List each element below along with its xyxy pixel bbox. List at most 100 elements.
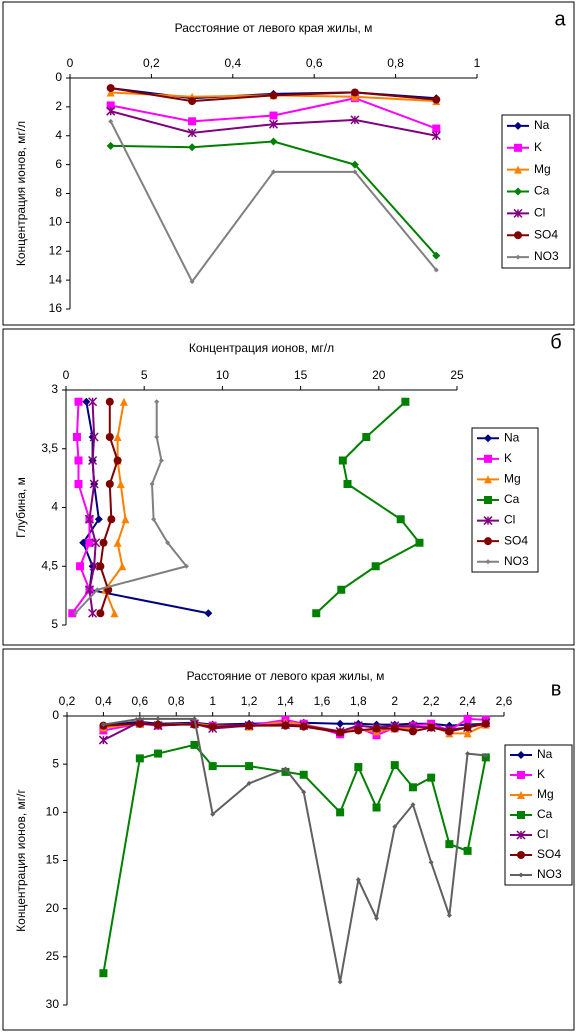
marker [208,722,217,731]
marker [110,609,119,618]
marker [283,766,288,772]
x-tick-label: 0,2 [143,56,160,70]
legend-label: Na [504,430,520,444]
marker [517,751,525,759]
marker [408,783,417,792]
marker [84,514,94,524]
y-tick-label: 3,5 [41,441,58,455]
y-tick-label: 2 [55,99,62,113]
marker [74,480,83,488]
x-tick-label: 0,4 [95,694,112,708]
marker [118,562,127,571]
marker [113,433,122,441]
marker [517,811,525,819]
marker [96,562,105,571]
x-tick-label: 1,6 [314,694,331,708]
marker [432,124,441,133]
marker [515,254,521,260]
marker [94,515,103,524]
marker [190,740,199,749]
marker [183,563,189,569]
y-axis-title: Концентрация ионов, мг/г [14,789,28,932]
legend-label: Na [534,118,550,132]
marker [463,714,472,723]
marker [408,727,417,736]
marker [149,481,155,487]
marker [301,789,307,795]
x-tick-label: 0,6 [131,694,148,708]
marker [82,397,91,406]
panel-frame [2,1,575,326]
marker [94,587,100,593]
marker [107,515,116,524]
marker [432,95,441,104]
marker [137,716,143,722]
panel-label: б [550,331,561,353]
marker [352,169,358,175]
legend-label: Mg [504,472,521,486]
marker [188,117,197,126]
marker [337,585,346,594]
x-tick-label: 0 [63,368,70,382]
marker [135,719,144,728]
marker [74,456,83,465]
marker [371,562,380,571]
y-tick-label: 4 [51,500,58,514]
marker [281,767,290,776]
marker [483,752,489,758]
marker [210,811,216,817]
x-axis-title: Расстояние от левого края жилы, м [175,21,373,35]
marker [91,538,101,548]
marker [517,771,525,779]
y-tick-label: 25 [46,949,60,963]
y-tick-label: 20 [46,901,60,915]
marker [113,538,122,547]
marker [350,92,359,101]
marker [116,480,125,488]
marker [362,433,371,441]
marker [372,803,381,812]
marker [514,165,522,174]
marker [336,808,345,817]
marker [355,877,361,883]
marker [68,609,77,618]
x-tick-label: 1,4 [277,694,294,708]
marker [271,169,276,175]
y-tick-label: 16 [49,301,63,315]
marker [484,475,492,484]
panel-frame [2,648,575,1031]
legend-label: Mg [534,162,551,176]
marker [119,397,128,406]
marker [338,456,347,465]
marker [281,721,290,730]
legend-label: SO4 [537,847,561,861]
marker [89,561,99,571]
x-tick-label: 0,6 [306,56,323,70]
x-tick-label: 2,2 [423,694,440,708]
legend-label: Cl [534,206,545,220]
marker [481,719,490,728]
marker [427,723,436,732]
marker [354,726,363,735]
marker [350,160,359,169]
marker [513,208,523,218]
marker [343,480,352,488]
marker [84,585,94,595]
marker [350,115,360,125]
legend-label: Ca [534,184,550,198]
marker [514,231,522,240]
legend-label: NO3 [504,554,529,568]
x-tick-label: 0,8 [168,694,185,708]
marker [336,728,345,737]
marker [514,121,522,130]
legend-label: SO4 [504,533,528,547]
marker [431,131,441,141]
marker [465,751,471,757]
y-tick-label: 3 [51,382,58,396]
y-tick-label: 6 [55,157,62,171]
marker [187,128,197,138]
marker [151,516,157,522]
marker [158,458,164,463]
marker [372,724,381,733]
marker [336,719,345,728]
